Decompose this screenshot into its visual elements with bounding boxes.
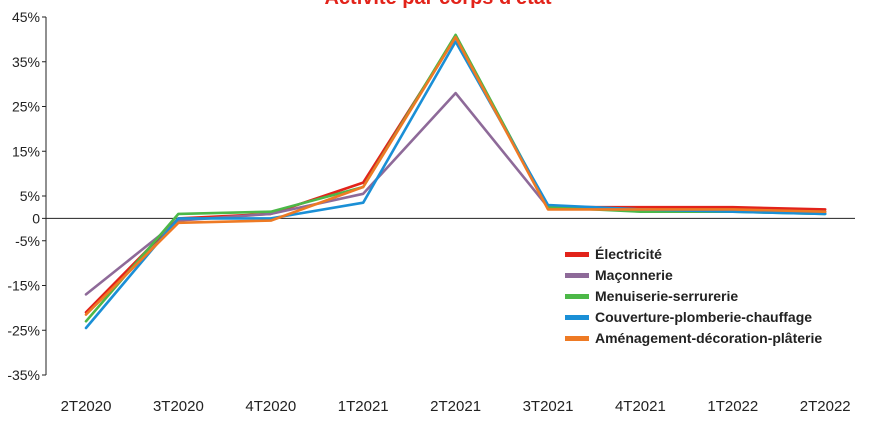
y-tick-label: 0 — [32, 210, 40, 226]
legend-swatch — [565, 273, 589, 278]
legend-swatch — [565, 252, 589, 257]
x-tick-label: 1T2021 — [338, 398, 389, 415]
y-tick-label: 25% — [12, 99, 40, 115]
x-tick-label: 4T2021 — [615, 398, 666, 415]
chart-title: Activité par corps d'état — [324, 0, 551, 9]
x-tick-label: 2T2021 — [430, 398, 481, 415]
y-tick-label: -35% — [7, 367, 40, 383]
y-tick-label: -15% — [7, 278, 40, 294]
y-tick-label: -25% — [7, 322, 40, 338]
y-tick-label: 35% — [12, 54, 40, 70]
legend-label: Aménagement-décoration-plâterie — [595, 330, 822, 346]
y-tick-label: 5% — [20, 188, 40, 204]
y-tick-label: -5% — [15, 233, 40, 249]
x-tick-label: 2T2022 — [800, 398, 851, 415]
x-tick-label: 2T2020 — [61, 398, 112, 415]
legend-swatch — [565, 315, 589, 320]
y-tick-label: 15% — [12, 143, 40, 159]
x-tick-label: 4T2020 — [245, 398, 296, 415]
legend-label: Électricité — [595, 246, 662, 262]
legend-label: Maçonnerie — [595, 267, 673, 283]
x-tick-label: 3T2020 — [153, 398, 204, 415]
series-line-2 — [84, 91, 827, 296]
x-tick-label: 3T2021 — [523, 398, 574, 415]
y-axis-ticks: 45% 35% 25% 15% 5% 0 -5% -15% -25% -35% — [7, 9, 46, 383]
series-line-5 — [84, 35, 827, 316]
x-tick-label: 1T2022 — [707, 398, 758, 415]
series-line-3 — [84, 33, 827, 323]
legend: Électricité Maçonnerie Menuiserie-serrurer… — [565, 246, 822, 346]
series-lines — [84, 33, 827, 330]
legend-swatch — [565, 294, 589, 299]
series-line-4 — [84, 40, 827, 330]
series-line-1 — [84, 35, 827, 314]
legend-label: Couverture-plomberie-chauffage — [595, 309, 812, 325]
y-tick-label: 45% — [12, 9, 40, 25]
legend-label: Menuiserie-serrurerie — [595, 288, 738, 304]
x-axis-ticks: 2T2020 3T2020 4T2020 1T2021 2T2021 3T2021 4T20… — [61, 398, 851, 415]
legend-swatch — [565, 336, 589, 341]
